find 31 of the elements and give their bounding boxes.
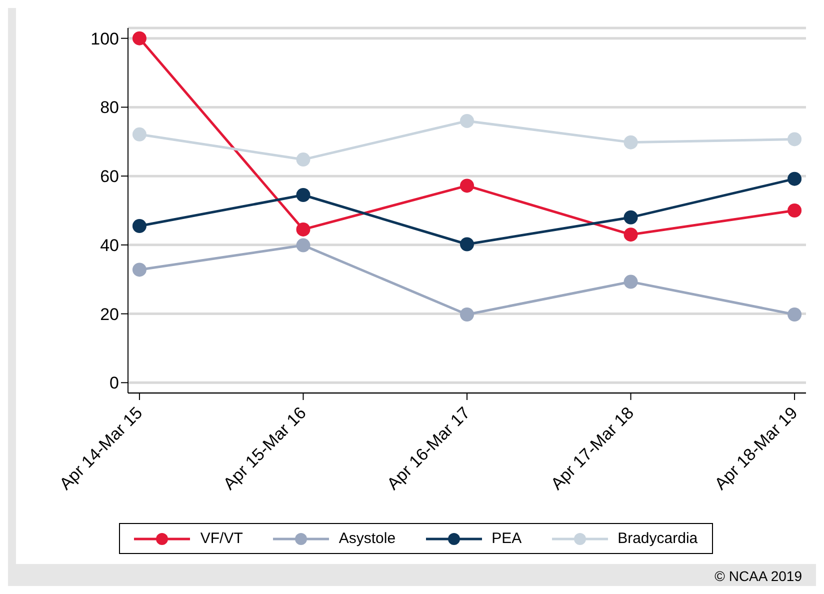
legend-label: Bradycardia [618, 530, 698, 547]
point [296, 238, 310, 252]
point [788, 172, 802, 186]
point [132, 127, 146, 142]
point [460, 114, 474, 128]
text: © NCAA 2019 [714, 568, 802, 584]
point [788, 307, 802, 322]
legend-label: PEA [492, 530, 522, 547]
point [296, 188, 310, 202]
y-tick-label: 80 [100, 98, 119, 118]
y-tick-label: 20 [100, 304, 119, 324]
y-tick-label: 40 [100, 236, 119, 255]
point [624, 228, 638, 242]
point [460, 307, 474, 322]
point [296, 222, 310, 236]
point [132, 218, 146, 233]
legend-label: VF/VT [200, 530, 243, 547]
legend-label: Asystole [338, 530, 396, 547]
point [460, 237, 474, 252]
point [624, 210, 638, 224]
point [788, 204, 802, 218]
y-tick-label: 100 [90, 29, 119, 48]
point [460, 178, 474, 193]
point [788, 132, 802, 146]
point [132, 262, 146, 277]
y-tick-label: 0 [110, 374, 119, 393]
y-tick-label: 60 [100, 167, 119, 186]
point [132, 31, 146, 46]
point [624, 135, 638, 150]
point [624, 274, 638, 289]
point [296, 152, 310, 167]
